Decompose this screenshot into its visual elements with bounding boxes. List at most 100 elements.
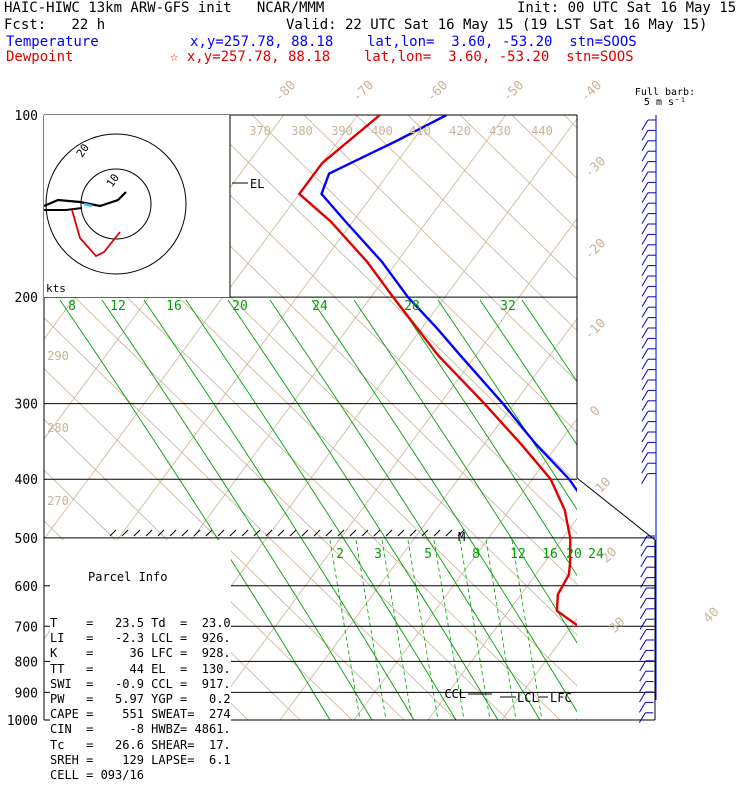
wind-barb-flag [641,358,649,370]
hodograph-ring [80,168,152,240]
wind-barb-flag [640,546,648,557]
wind-barb-flag [641,338,649,349]
parcel-param: LCL = [143,631,188,646]
parcel-value: 274 [194,707,231,722]
hodograph-trace-black [44,207,83,211]
isotherm-label: -20 [582,236,609,263]
lcl-marker: LCL [517,691,539,705]
mixing-ratio-label: 32 [500,299,516,314]
wind-barb-flag [641,161,649,172]
parcel-value: 23.5 [100,616,144,631]
parcel-param: LFC = [143,646,188,661]
wind-barb-flag [641,171,649,183]
theta-label: 280 [47,421,69,435]
theta-line [616,115,740,720]
theta-line [44,266,509,720]
parcel-param: Td = [143,616,188,631]
hodograph-ring-label: 10 [104,171,122,189]
hodograph: 20 10 kts [43,115,231,297]
wind-barb-flag [639,639,647,651]
theta-label: 420 [449,124,471,138]
temperature-location-info: x,y=257.78, 88.18 lat,lon= 3.60, -53.20 … [190,34,637,50]
parcel-value: 44 [100,661,144,676]
mixing-ratio-line [381,539,413,720]
parcel-param: SREH = [50,752,101,767]
theta-line [44,368,405,720]
tick-mark [157,529,165,537]
pressure-label: 900 [15,686,38,701]
wind-barb-flag [638,712,646,724]
tick-mark [289,529,297,537]
wind-barb-flag [641,348,649,360]
pressure-label: 500 [15,532,38,547]
wind-barb-flag [641,379,649,391]
barb-legend-units: 5 m s⁻¹ [644,97,686,108]
wind-barb-flag [641,369,649,380]
wind-barb-flag [641,265,649,276]
pressure-label: 100 [15,109,38,124]
wind-barb-flag [641,296,649,308]
parcel-param: HWBZ= [143,722,188,737]
parcel-param: PW = [50,692,101,707]
hodograph-ring-label: 20 [74,141,92,159]
parcel-info-row: PW = 5.97 YGP = 0.2 [50,692,231,707]
tick-mark [325,529,333,537]
parcel-param: SWEAT= [143,707,195,722]
wind-barb-flag [641,130,649,141]
tick-mark [457,529,465,537]
parcel-param: CAPE = [50,707,101,722]
parcel-info-title: Parcel Info [88,570,168,585]
tick-mark [169,529,177,537]
tick-mark [421,529,429,537]
mixing-ratio-label: 16 [542,547,558,562]
theta-line [511,115,577,179]
tick-mark [349,529,357,537]
wind-barb-flag [641,431,649,443]
tick-mark [397,529,405,537]
parcel-value: 928. [187,646,231,661]
tick-mark [253,529,261,537]
ccl-marker: CCL [444,687,466,701]
wind-barb-flag [640,535,648,547]
theta-label: 440 [531,124,553,138]
hodograph-trace-low [43,191,127,208]
tick-mark [313,529,321,537]
parcel-value: 917. [187,676,231,691]
wind-barb-flag [639,681,647,692]
parcel-info-row: SREH = 129 LAPSE= 6.1 [50,753,231,768]
mixing-ratio-line [329,539,361,720]
tick-mark [133,529,141,537]
tick-mark [121,529,129,537]
dewpoint-label: Dewpoint [6,49,74,65]
parcel-param: LAPSE= [143,752,195,767]
moist-adiabat-line [311,299,577,713]
theta-line [251,115,577,433]
isotherm-line [44,115,359,540]
isotherm-line [427,517,577,720]
theta-line [459,115,577,230]
right-axis-bend [576,477,656,541]
wind-barb-flag [641,119,649,131]
lfc-marker: LFC [550,691,572,705]
tick-mark [385,529,393,537]
parcel-value: 926. [187,631,231,646]
parcel-value: 6.1 [194,752,231,767]
parcel-param: YGP = [143,692,188,707]
mixing-ratio-line [433,539,465,720]
tick-mark [409,529,417,537]
wind-barb-flag [640,556,648,568]
isotherm-label: -40 [578,78,605,105]
dewpoint-location-info: ☆ x,y=257.78, 88.18 lat,lon= 3.60, -53.2… [170,49,634,65]
tick-mark [217,529,225,537]
temperature-line [320,115,577,493]
moist-adiabat-line [143,299,415,720]
mixing-ratio-line [355,539,387,720]
mixing-ratio-label: 12 [110,299,126,314]
tick-mark [109,529,117,537]
tick-mark [193,529,201,537]
isotherm-label: 40 [701,605,723,627]
parcel-info-panel: Parcel Info T = 23.5 Td = 23.0 LI = -2.3 … [50,540,231,798]
mixing-ratio-label: 2 [336,547,344,562]
parcel-value: 5.97 [100,692,144,707]
